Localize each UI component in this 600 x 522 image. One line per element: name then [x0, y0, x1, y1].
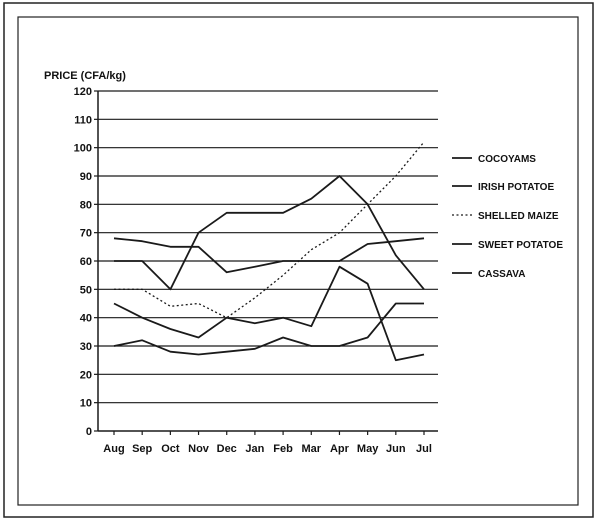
- x-tick-label: May: [357, 443, 379, 455]
- x-tick-label: Jan: [245, 443, 264, 455]
- y-tick-label: 50: [80, 284, 92, 296]
- x-tick-label: Jun: [386, 443, 406, 455]
- x-tick-label: Jul: [416, 443, 432, 455]
- legend-label: SWEET POTATOE: [478, 240, 563, 251]
- series-line-shelled-maize: [114, 141, 425, 319]
- y-tick-label: 30: [80, 341, 92, 353]
- inner-frame: [17, 16, 579, 506]
- y-tick-label: 40: [80, 313, 92, 325]
- y-tick-label: 120: [74, 86, 92, 98]
- x-tick-label: Oct: [161, 443, 180, 455]
- series-line-sweet-potatoe: [113, 265, 425, 362]
- y-tick-label: 90: [80, 171, 92, 183]
- x-tick-label: Sep: [132, 443, 152, 455]
- x-tick-label: Aug: [103, 443, 124, 455]
- series-line-cocoyams: [113, 237, 425, 274]
- x-tick-label: Nov: [188, 443, 210, 455]
- y-tick-label: 20: [80, 369, 92, 381]
- x-tick-label: Mar: [301, 443, 321, 455]
- legend-label: IRISH POTATOE: [478, 182, 554, 193]
- series-line-cassava: [113, 302, 424, 356]
- y-tick-labels: 0 10 20 30 40 50 60 70 80 90 100 110 120: [74, 86, 92, 438]
- y-tick-label: 110: [74, 114, 92, 126]
- legend: COCOYAMS IRISH POTATOE SHELLED MAIZE SWEET …: [452, 154, 563, 280]
- legend-label: COCOYAMS: [478, 154, 536, 165]
- axes: [94, 90, 438, 435]
- y-tick-label: 60: [80, 256, 92, 268]
- legend-label: SHELLED MAIZE: [478, 211, 559, 222]
- x-tick-label: Feb: [273, 443, 293, 455]
- series-line-irish-potatoe: [114, 175, 425, 291]
- y-tick-label: 0: [86, 426, 92, 438]
- x-tick-labels: Aug Sep Oct Nov Dec Jan Feb Mar Apr May Jun Jul: [103, 443, 432, 455]
- series-lines: [113, 141, 425, 362]
- x-tick-label: Apr: [330, 443, 350, 455]
- x-tick-label: Dec: [217, 443, 237, 455]
- y-tick-label: 70: [80, 228, 92, 240]
- gridlines: [98, 90, 438, 404]
- y-tick-label: 100: [74, 143, 92, 155]
- legend-label: CASSAVA: [478, 269, 525, 280]
- y-tick-label: 80: [80, 199, 92, 211]
- y-tick-label: 10: [80, 398, 92, 410]
- y-axis-label: PRICE (CFA/kg): [44, 70, 126, 82]
